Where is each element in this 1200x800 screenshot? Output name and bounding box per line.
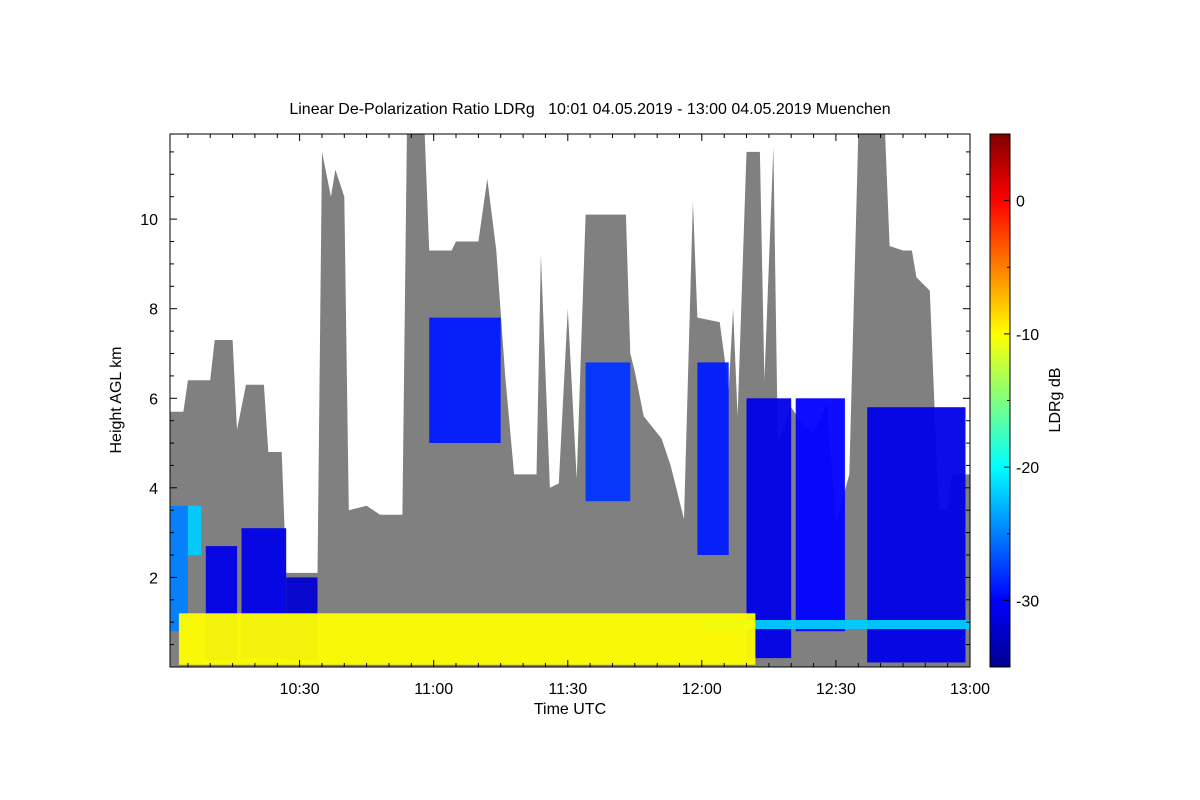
- x-tick-label-1200: 12:00: [682, 681, 722, 698]
- y-tick-label-8: 8: [149, 302, 158, 319]
- x-tick-label-1300: 13:00: [950, 681, 990, 698]
- x-tick-label-1230: 12:30: [816, 681, 856, 698]
- x-tick-label-1130: 11:30: [548, 681, 587, 698]
- y-axis-label: Height AGL km: [108, 346, 125, 453]
- ldr-region-0: [170, 505, 188, 632]
- ldr-region-12: [178, 613, 756, 665]
- x-tick-label-1100: 11:00: [414, 681, 453, 698]
- x-axis-label: Time UTC: [534, 701, 606, 718]
- ldr-region-9: [795, 398, 845, 632]
- colorbar-label: LDRg dB: [1047, 368, 1064, 433]
- ldr-region-7: [697, 362, 729, 555]
- chart-title: Linear De-Polarization Ratio LDRg 10:01 …: [289, 101, 890, 118]
- ldr-region-11: [701, 620, 970, 629]
- y-axis: 2 4 6 8 10: [140, 151, 970, 646]
- plot-frame: [169, 133, 971, 668]
- ldr-region-5: [429, 317, 501, 443]
- ldr-region-10: [867, 407, 966, 663]
- ldr-region-6: [585, 362, 631, 502]
- y-tick-label-2: 2: [149, 570, 158, 587]
- x-tick-label-1030: 10:30: [280, 681, 320, 698]
- colorbar-ticks: 0 -10 -20 -30: [1004, 194, 1039, 610]
- ldr-region-1: [187, 505, 202, 556]
- y-tick-label-10: 10: [140, 212, 158, 229]
- y-tick-label-4: 4: [149, 481, 158, 498]
- cbar-tick-label--10: -10: [1016, 327, 1039, 344]
- y-tick-label-6: 6: [149, 391, 158, 408]
- cbar-tick-label--30: -30: [1016, 593, 1039, 610]
- x-axis: 10:30 11:00 11:30 12:00 12:30 13:00: [187, 134, 990, 698]
- cbar-tick-label--20: -20: [1016, 460, 1039, 477]
- cbar-tick-label-0: 0: [1016, 194, 1025, 211]
- plot-area: [170, 134, 970, 667]
